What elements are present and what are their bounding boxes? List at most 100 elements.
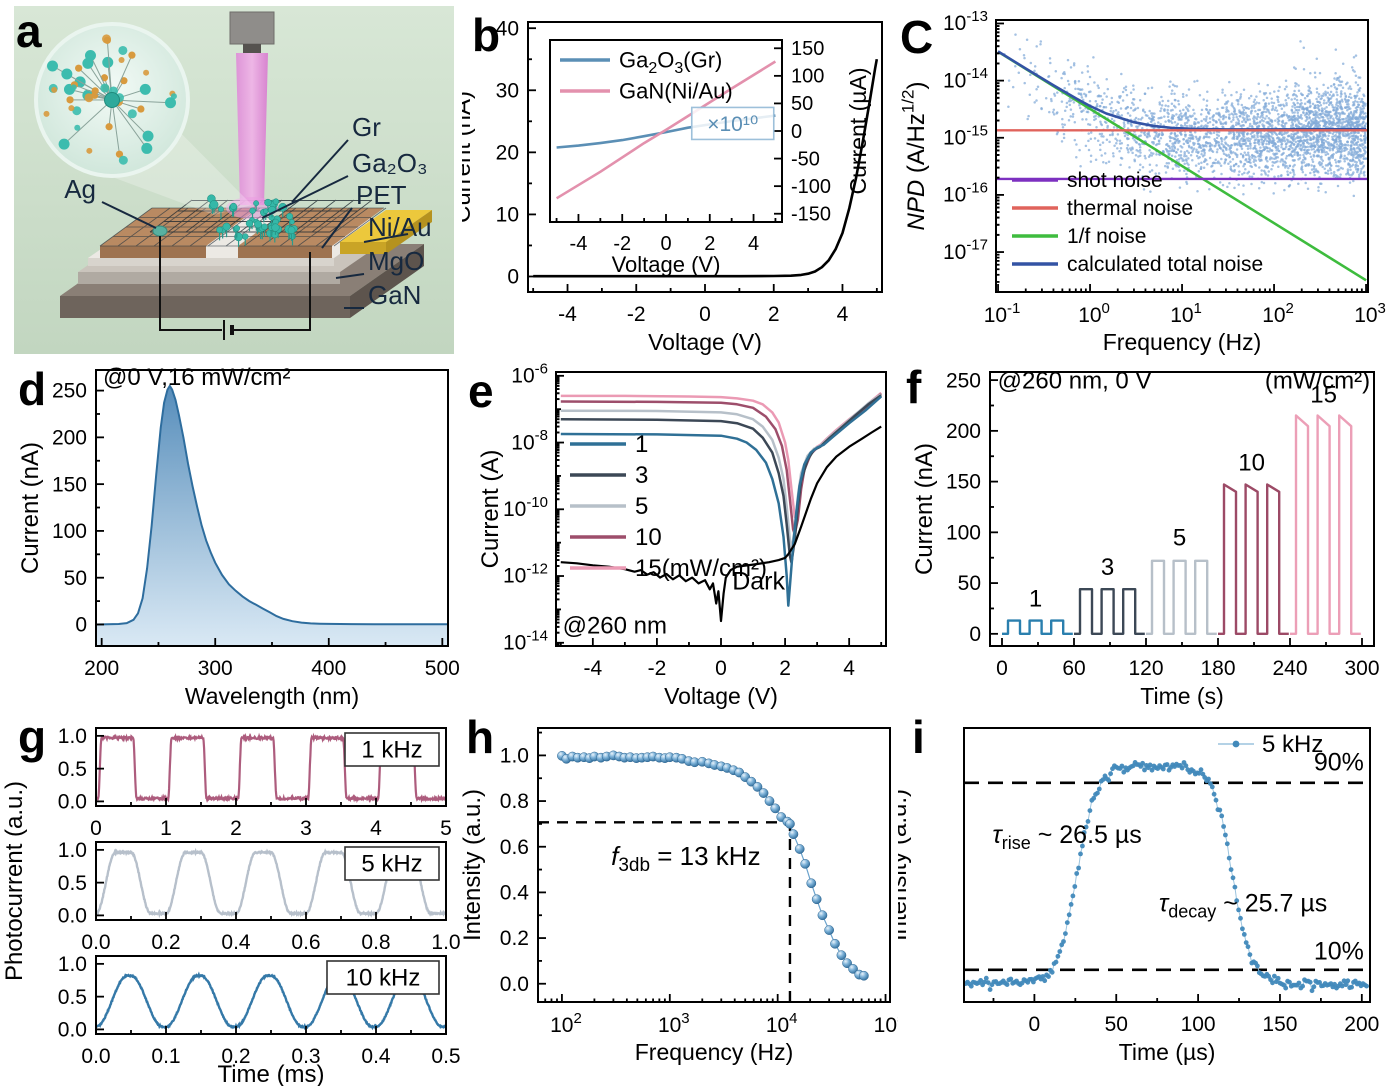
panel-letter-f: f [906, 361, 922, 413]
svg-text:2: 2 [704, 233, 715, 255]
annotation: τdecay ~ 25.7 µs [1159, 890, 1327, 922]
schematic-label-Gr: Gr [352, 112, 381, 142]
chart-i-pulse: 0 50 100 150 200 Time (µs) Intensity (a.u.) 5 k… [898, 727, 1379, 1065]
panel-letter-b: b [472, 9, 501, 61]
svg-text:0: 0 [996, 657, 1008, 680]
svg-text:250: 250 [52, 380, 87, 403]
svg-text:5 kHz: 5 kHz [1262, 731, 1323, 758]
panel-letter-i: i [912, 711, 925, 763]
svg-text:105: 105 [874, 1010, 898, 1037]
svg-text:-50: -50 [791, 148, 820, 170]
legend: 1 kHz [344, 732, 440, 767]
svg-text:0: 0 [660, 233, 671, 255]
rise-decay-chart: 0 50 100 150 200 Time (µs) Intensity (a.u.) 5 k… [898, 727, 1379, 1065]
svg-text:100: 100 [946, 521, 981, 544]
svg-text:0: 0 [507, 266, 519, 289]
svg-text:-4: -4 [558, 303, 577, 326]
svg-text:0: 0 [75, 614, 87, 637]
schematic-label-MgO: MgO [368, 246, 424, 276]
panel-b: b -4 -2 0 2 4 0 10 20 30 40 Voltage (V) Current (nA… [462, 0, 898, 360]
svg-text:240: 240 [1272, 657, 1307, 680]
svg-text:1.0: 1.0 [58, 725, 87, 748]
panel-letter-a: a [16, 5, 42, 57]
pulse-group-3 [1074, 588, 1145, 635]
annotation: 10% [1314, 938, 1364, 966]
svg-text:NPD (A/Hz1/2): NPD (A/Hz1/2) [898, 82, 930, 231]
svg-text:2: 2 [768, 303, 780, 326]
chart-g2-wave: 0.0 0.2 0.4 0.6 0.8 1.00.00.51.0Photocurrent … [1, 781, 461, 981]
svg-text:0.8: 0.8 [500, 790, 529, 813]
svg-text:0.0: 0.0 [58, 791, 87, 814]
svg-text:3: 3 [635, 462, 648, 489]
log-iv-chart: -4 -2 0 2 4 10-14 10-12 10-10 10-8 10-6 Voltage (V… [477, 360, 887, 709]
series-layer [533, 58, 879, 278]
panel-e: e -4 -2 0 2 4 10-14 10-12 10-10 10-8 10-6 Voltage … [462, 360, 898, 710]
legend: 1 3 5 10 15(mW/cm²) [570, 431, 767, 582]
chart-f-pulses: 0 60 120 180 240 300 0 50 100 150 200 250 Time (s) Cu… [911, 367, 1380, 709]
svg-text:500: 500 [425, 657, 460, 680]
svg-text:Ga2O3(Gr): Ga2O3(Gr) [619, 47, 722, 76]
panel-f: f 0 60 120 180 240 300 0 50 100 150 200 250 Time (s)… [898, 360, 1386, 710]
series-layer [964, 760, 1370, 994]
svg-text:30: 30 [496, 79, 519, 102]
chart-g1-wave: 0 1 2 3 4 5 0.0 0.5 1.0 1 kHz [58, 725, 452, 840]
svg-text:-4: -4 [584, 657, 603, 680]
svg-text:10-14: 10-14 [503, 627, 548, 654]
svg-text:0: 0 [791, 121, 802, 143]
svg-text:100: 100 [791, 66, 824, 88]
svg-text:200: 200 [1344, 1013, 1379, 1036]
svg-text:3: 3 [300, 817, 312, 840]
svg-text:Frequency (Hz): Frequency (Hz) [635, 1039, 793, 1065]
svg-text:0.5: 0.5 [58, 758, 87, 781]
panel-letter-g: g [18, 711, 47, 763]
schematic-label-Ag: Ag [64, 174, 96, 204]
svg-text:10-16: 10-16 [943, 179, 988, 206]
svg-text:Voltage (V): Voltage (V) [648, 329, 762, 355]
annotation: 90% [1314, 748, 1364, 776]
panel-letter-h: h [466, 711, 495, 763]
annotation: f3db = 13 kHz [611, 841, 761, 876]
svg-text:Current (µA): Current (µA) [845, 68, 871, 195]
panel-i: i 0 50 100 150 200 Time (µs) Intensity (a.u.) 5… [898, 710, 1386, 1086]
series-layer [96, 971, 446, 1031]
annotation: τrise ~ 26.5 µs [992, 821, 1141, 853]
svg-text:4: 4 [843, 657, 855, 680]
svg-text:Current (nA): Current (nA) [911, 443, 938, 575]
svg-text:0.4: 0.4 [500, 882, 530, 905]
svg-text:1: 1 [635, 431, 648, 458]
noise-spectrum-chart: 10-1 100 101 102 103 10-17 10-16 10-15 10-14 10-1… [898, 8, 1386, 355]
svg-text:10 kHz: 10 kHz [346, 965, 421, 992]
svg-text:Wavelength (nm): Wavelength (nm) [185, 683, 359, 709]
svg-text:103: 103 [1354, 300, 1386, 327]
pulse-group-1 [1002, 619, 1073, 635]
panel-a: a Ag Gr Ga₂O₃ PET Ni/Au MgO GaN [0, 0, 462, 360]
svg-text:Current (nA): Current (nA) [462, 91, 476, 223]
svg-text:150: 150 [791, 38, 824, 60]
svg-text:50: 50 [958, 572, 981, 595]
annotation: Dark [732, 567, 785, 595]
bandwidth-chart: 102 103 104 105 0.0 0.2 0.4 0.6 0.8 1.0 Frequency … [462, 727, 898, 1065]
svg-text:400: 400 [311, 657, 346, 680]
svg-text:102: 102 [550, 1010, 582, 1037]
chart-h-bandwidth: 102 103 104 105 0.0 0.2 0.4 0.6 0.8 1.0 Frequency … [462, 727, 898, 1065]
series-GaN(Ni/Au) [555, 60, 777, 200]
svg-text:shot noise: shot noise [1067, 169, 1163, 192]
svg-text:Frequency (Hz): Frequency (Hz) [1103, 329, 1261, 355]
svg-text:101: 101 [1170, 300, 1202, 327]
svg-text:120: 120 [1128, 657, 1163, 680]
svg-text:50: 50 [1105, 1013, 1128, 1036]
svg-text:104: 104 [766, 1010, 798, 1037]
svg-text:0.5: 0.5 [431, 1045, 460, 1068]
svg-text:Current (A): Current (A) [477, 450, 504, 569]
series-layer [96, 384, 448, 646]
svg-text:0.3: 0.3 [291, 1045, 320, 1068]
svg-text:10-1: 10-1 [984, 300, 1021, 327]
panel-letter-c: C [900, 11, 934, 63]
annotation: 15 [1310, 381, 1337, 408]
svg-text:102: 102 [1262, 300, 1294, 327]
pulse-group-10 [1218, 483, 1289, 635]
svg-text:10: 10 [496, 204, 519, 227]
